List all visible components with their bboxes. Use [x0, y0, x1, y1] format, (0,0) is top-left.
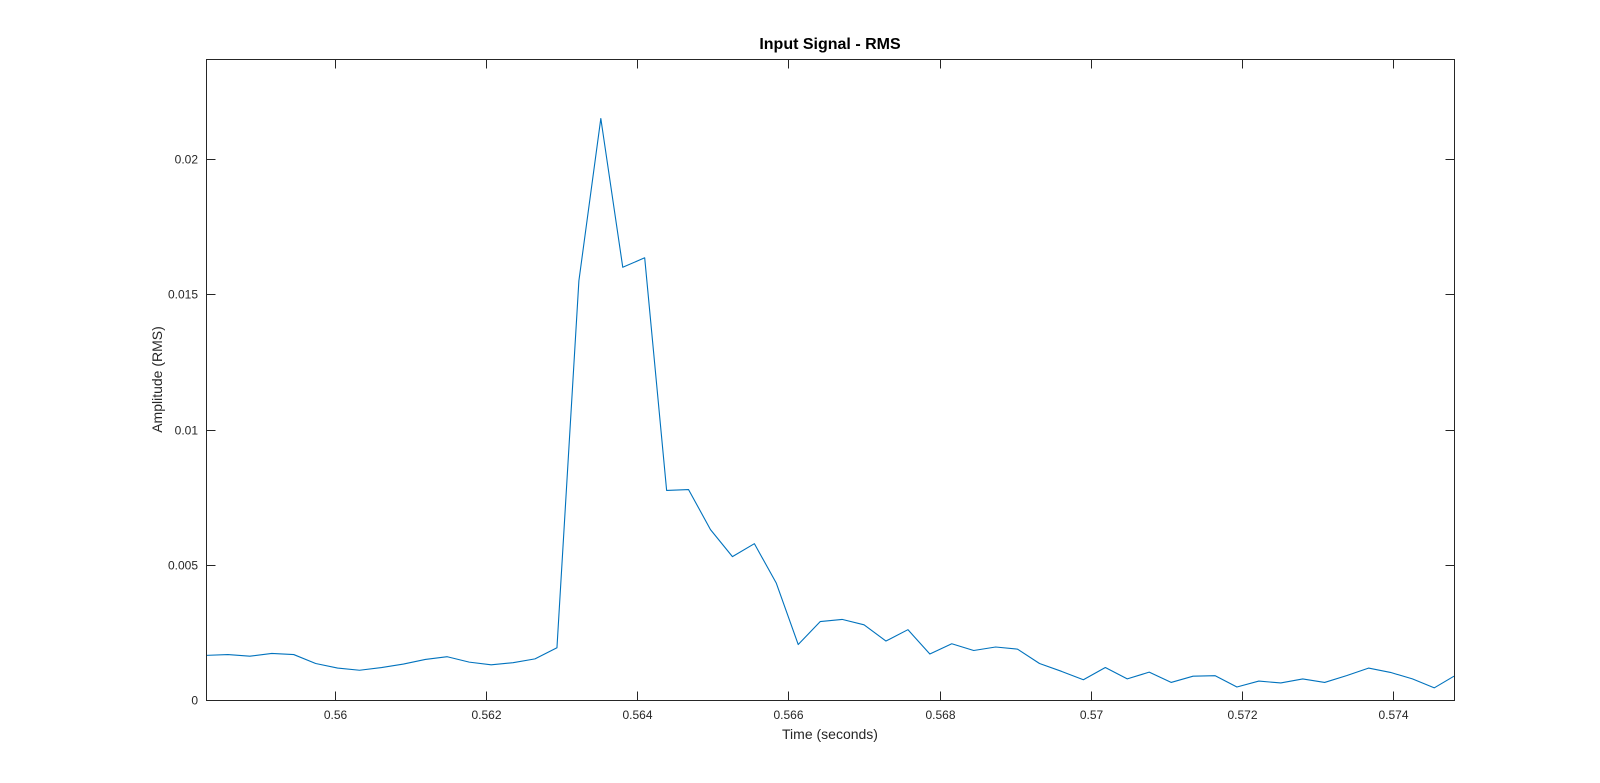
tick-labels: 0.56 0.562 0.564 0.566 0.568 0.57 0.572 0.574 0 0… — [168, 153, 1409, 723]
y-axis-label: Amplitude (RMS) — [149, 326, 165, 433]
x-tick-label: 0.57 — [1080, 708, 1104, 722]
x-tick-label: 0.566 — [773, 708, 803, 722]
y-tick-label: 0.005 — [168, 559, 198, 573]
y-tick-label: 0.02 — [175, 153, 199, 167]
y-tick-label: 0.015 — [168, 288, 198, 302]
plot-area — [206, 59, 1454, 700]
x-axis-label: Time (seconds) — [782, 726, 878, 742]
series-line — [205, 117, 1455, 689]
x-tick-label: 0.56 — [324, 708, 348, 722]
chart-title: Input Signal - RMS — [759, 36, 901, 53]
axes-box — [206, 59, 1455, 701]
x-tick-label: 0.568 — [925, 708, 955, 722]
x-tick-label: 0.572 — [1227, 708, 1257, 722]
y-tick-label: 0 — [191, 694, 198, 708]
y-tick-label: 0.01 — [175, 424, 199, 438]
x-tick-label: 0.562 — [471, 708, 501, 722]
x-tick-label: 0.564 — [622, 708, 652, 722]
x-tick-label: 0.574 — [1378, 708, 1408, 722]
